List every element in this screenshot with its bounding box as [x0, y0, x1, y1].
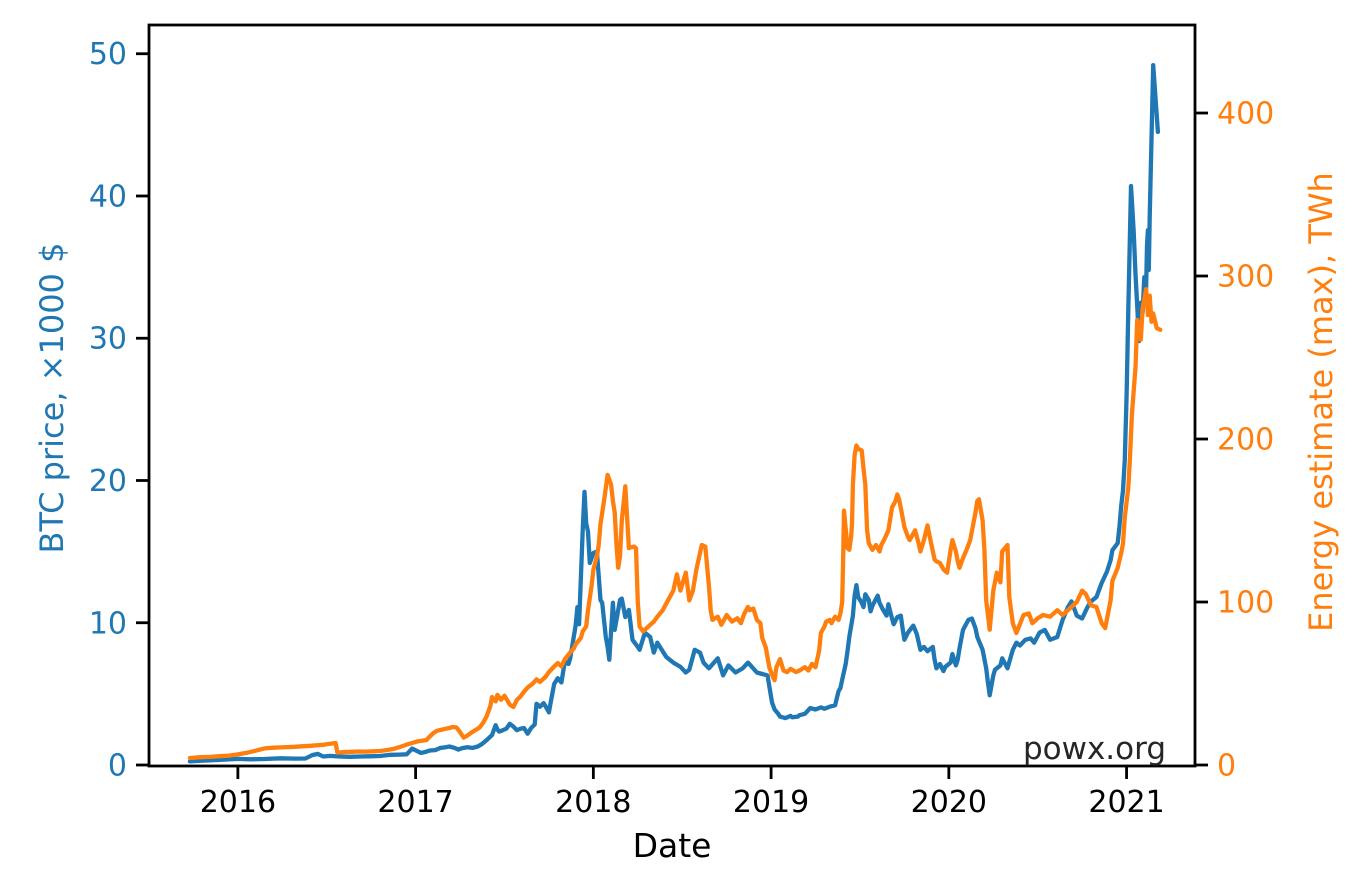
- y-left-tick-label: 30: [89, 322, 127, 357]
- y-axis-label-right: Energy estimate (max), TWh: [1302, 172, 1340, 632]
- y-right-tick-label: 100: [1217, 586, 1274, 621]
- y-right-tick-label: 300: [1217, 260, 1274, 295]
- y-left-tick-label: 20: [89, 464, 127, 499]
- y-left-tick-label: 10: [89, 606, 127, 641]
- series-line-btc-price: [187, 62, 1161, 764]
- y-left-tick-label: 0: [108, 749, 127, 784]
- watermark: powx.org: [1022, 731, 1166, 767]
- y-left-tick-label: 40: [89, 179, 127, 214]
- series-line-energy-estimate: [187, 286, 1163, 761]
- x-tick-label: 2018: [555, 785, 631, 820]
- x-tick-label: 2016: [200, 785, 276, 820]
- y-right-tick-label: 400: [1217, 97, 1274, 132]
- x-axis-label: Date: [632, 826, 712, 865]
- x-tick-label: 2019: [733, 785, 809, 820]
- x-tick-label: 2021: [1088, 785, 1164, 820]
- plot-border: [147, 23, 1197, 768]
- y-axis-label-left: BTC price, ×1000 $: [33, 242, 71, 554]
- y-left-tick-label: 50: [89, 37, 127, 72]
- x-tick-label: 2020: [911, 785, 987, 820]
- y-right-tick-label: 200: [1217, 423, 1274, 458]
- x-tick-label: 2017: [377, 785, 453, 820]
- y-right-tick-label: 0: [1217, 749, 1236, 784]
